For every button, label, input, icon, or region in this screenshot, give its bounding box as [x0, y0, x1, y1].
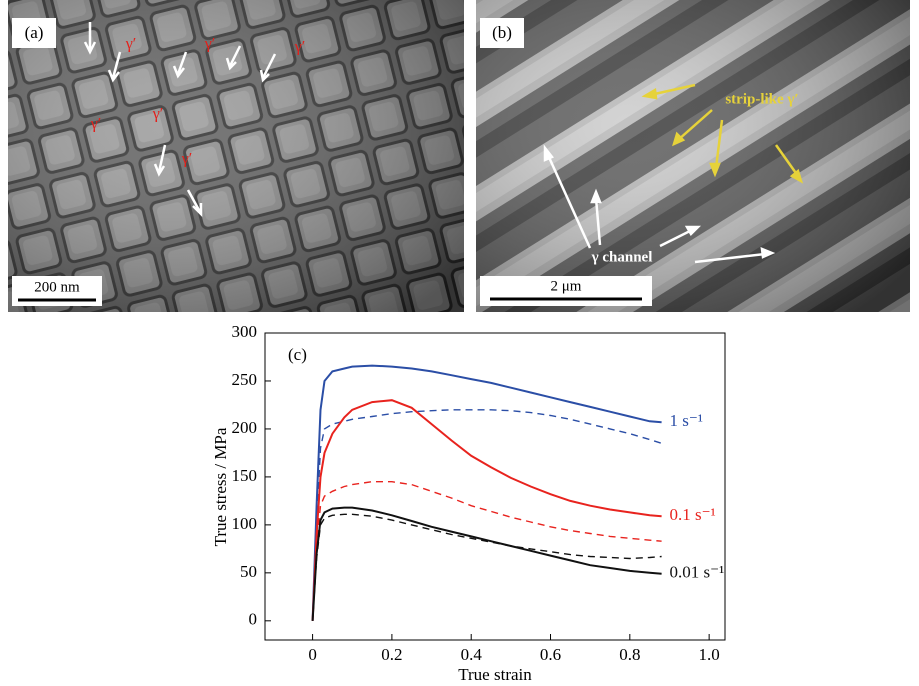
panel-b: (b) strip-like γ′ γ channel 2 μm: [476, 0, 910, 312]
phase-label: γ′: [181, 151, 193, 168]
series-label: 1 s⁻¹: [670, 411, 703, 430]
y-tick-label: 0: [249, 610, 258, 629]
page: { "panel_a": {"label": "(a)", "labels": …: [0, 0, 919, 686]
series-label: 0.1 s⁻¹: [670, 505, 716, 524]
y-tick-label: 200: [232, 418, 258, 437]
channel-label: γ channel: [591, 249, 653, 265]
panel-label: (b): [492, 23, 512, 42]
data-line: [313, 400, 662, 621]
model-line: [313, 482, 662, 621]
y-tick-label: 250: [232, 370, 258, 389]
phase-label: γ′: [125, 36, 137, 53]
figure: (a) γ′ γ′ γ′ γ′ γ′ γ′ 200 nm (b) strip-l…: [0, 0, 919, 686]
panel-label: (c): [288, 345, 307, 364]
micrograph-shade: [476, 0, 910, 312]
phase-label: γ′: [90, 116, 102, 133]
y-tick-label: 300: [232, 322, 258, 341]
panel-label: (a): [25, 23, 44, 42]
phase-label: γ′: [152, 106, 164, 123]
series-label: 0.01 s⁻¹: [670, 563, 725, 582]
phase-label: γ′: [204, 36, 216, 53]
x-tick-label: 0.8: [619, 645, 640, 664]
panel-a: (a) γ′ γ′ γ′ γ′ γ′ γ′ 200 nm: [8, 0, 464, 312]
x-tick-label: 0.6: [540, 645, 561, 664]
micrograph-shade: [8, 0, 464, 312]
y-tick-label: 150: [232, 466, 258, 485]
y-tick-label: 50: [240, 562, 257, 581]
scale-label: 2 μm: [551, 278, 582, 294]
x-axis-title: True strain: [458, 665, 532, 684]
x-tick-label: 1.0: [699, 645, 720, 664]
scale-label: 200 nm: [34, 279, 80, 295]
phase-label: γ′: [294, 39, 306, 56]
x-tick-label: 0.4: [461, 645, 483, 664]
x-tick-label: 0.2: [381, 645, 402, 664]
x-tick-label: 0: [308, 645, 317, 664]
data-line: [313, 508, 662, 621]
y-axis-title: True stress / MPa: [211, 427, 230, 546]
phase-label: strip-like γ′: [725, 91, 798, 107]
y-tick-label: 100: [232, 514, 258, 533]
plot-frame: [265, 333, 725, 640]
chart: (c) True strain True stress / MPa 0 50 100…: [211, 322, 725, 684]
